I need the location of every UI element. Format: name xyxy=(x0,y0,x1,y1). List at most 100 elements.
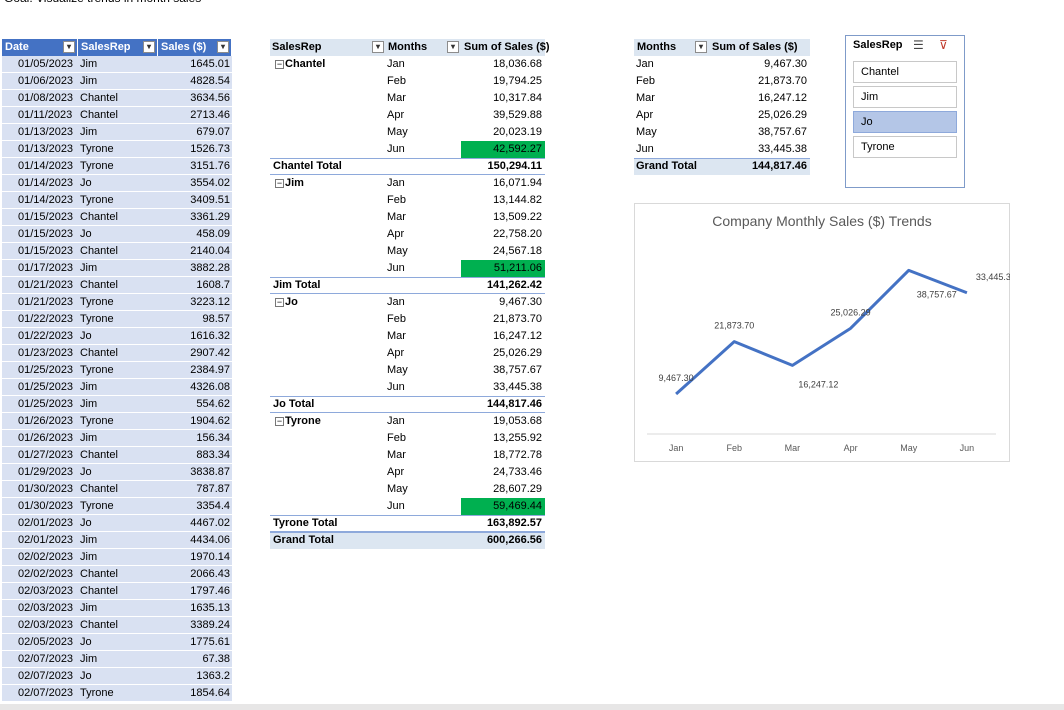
table-cell: 01/21/2023 xyxy=(18,279,74,291)
table-cell: 1970.14 xyxy=(190,551,230,563)
table-cell: 02/05/2023 xyxy=(18,636,74,648)
sales-cell: 39,529.88 xyxy=(493,109,542,121)
filter-button[interactable]: ▾ xyxy=(63,41,75,53)
slicer-item[interactable]: Jo xyxy=(853,111,957,133)
table-cell: Chantel xyxy=(80,568,118,580)
table-cell: Tyrone xyxy=(80,160,114,172)
table-cell: Chantel xyxy=(80,211,118,223)
group-total-border xyxy=(270,515,545,532)
grand-total-bg xyxy=(270,532,545,549)
table-cell: Tyrone xyxy=(80,313,114,325)
month-cell: Mar xyxy=(387,211,406,223)
table-cell: 1854.64 xyxy=(190,687,230,699)
month-cell: Feb xyxy=(387,432,406,444)
table-cell: 01/30/2023 xyxy=(18,483,74,495)
group-name: Jo xyxy=(285,296,298,308)
sales-cell: 16,247.12 xyxy=(758,92,807,104)
slicer-item[interactable]: Jim xyxy=(853,86,957,108)
multi-select-icon[interactable]: ☰ xyxy=(913,38,924,52)
table-row-bg xyxy=(2,243,232,260)
sales-cell: 21,873.70 xyxy=(493,313,542,325)
sales-cell: 42,592.27 xyxy=(461,141,545,158)
slicer-item[interactable]: Tyrone xyxy=(853,136,957,158)
table-row-bg xyxy=(2,56,232,73)
table-cell: 01/26/2023 xyxy=(18,415,74,427)
table-cell: 156.34 xyxy=(196,432,230,444)
table-cell: 01/22/2023 xyxy=(18,330,74,342)
filter-button[interactable]: ▾ xyxy=(695,41,707,53)
table-cell: 1363.2 xyxy=(196,670,230,682)
group-total-label: Jo Total xyxy=(273,398,315,410)
collapse-icon[interactable]: − xyxy=(275,178,284,188)
table-cell: 02/07/2023 xyxy=(18,687,74,699)
table-cell: 3409.51 xyxy=(190,194,230,206)
table-cell: 02/02/2023 xyxy=(18,568,74,580)
table-cell: 3882.28 xyxy=(190,262,230,274)
table-row-bg xyxy=(2,600,232,617)
table-cell: Jim xyxy=(80,534,98,546)
table-cell: Tyrone xyxy=(80,364,114,376)
table-cell: 679.07 xyxy=(196,126,230,138)
data-label: 16,247.12 xyxy=(798,379,838,389)
table-row-bg xyxy=(2,345,232,362)
month-cell: Apr xyxy=(636,109,654,121)
table-cell: 01/15/2023 xyxy=(18,228,74,240)
group-total-label: Chantel Total xyxy=(273,160,342,172)
data-label: 25,026.29 xyxy=(831,307,871,317)
grand-total: 600,266.56 xyxy=(486,534,542,546)
filter-button[interactable]: ▾ xyxy=(372,41,384,53)
table-cell: 01/26/2023 xyxy=(18,432,74,444)
month-cell: Mar xyxy=(387,449,406,461)
table-row-bg xyxy=(2,430,232,447)
month-cell: Feb xyxy=(387,75,406,87)
sales-cell: 9,467.30 xyxy=(764,58,807,70)
grand-total: 144,817.46 xyxy=(751,160,807,172)
sales-cell: 24,733.46 xyxy=(493,466,542,478)
sales-cell: 51,211.06 xyxy=(461,260,545,277)
sales-cell: 19,794.25 xyxy=(493,75,542,87)
table-cell: Jim xyxy=(80,381,98,393)
month-cell: May xyxy=(387,483,408,495)
table-cell: Chantel xyxy=(80,449,118,461)
table-row-bg xyxy=(2,668,232,685)
sales-cell: 25,026.29 xyxy=(493,347,542,359)
filter-button[interactable]: ▾ xyxy=(447,41,459,53)
collapse-icon[interactable]: − xyxy=(275,59,284,69)
table-cell: 2907.42 xyxy=(190,347,230,359)
table-cell: 01/15/2023 xyxy=(18,211,74,223)
grand-total-label: Grand Total xyxy=(273,534,334,546)
month-cell: Jun xyxy=(387,381,405,393)
table-cell: 01/11/2023 xyxy=(18,109,73,121)
sales-cell: 9,467.30 xyxy=(499,296,542,308)
table-cell: 4434.06 xyxy=(190,534,230,546)
table-cell: Jo xyxy=(80,466,92,478)
clear-filter-icon[interactable]: ⊽ xyxy=(939,38,948,52)
month-cell: Jan xyxy=(636,58,654,70)
month-cell: Jan xyxy=(387,415,405,427)
table-row-bg xyxy=(2,464,232,481)
table-cell: 01/23/2023 xyxy=(18,347,74,359)
table-cell: Jim xyxy=(80,602,98,614)
month-cell: Apr xyxy=(387,109,405,121)
table-cell: 1616.32 xyxy=(190,330,230,342)
table-row-bg xyxy=(2,413,232,430)
data-label: 38,757.67 xyxy=(917,289,957,299)
slicer-item[interactable]: Chantel xyxy=(853,61,957,83)
sales-cell: 10,317.84 xyxy=(493,92,542,104)
table-cell: 3838.87 xyxy=(190,466,230,478)
group-total: 141,262.42 xyxy=(486,279,542,291)
data-label: 21,873.70 xyxy=(714,321,754,331)
table-cell: Jim xyxy=(80,398,98,410)
filter-button[interactable]: ▾ xyxy=(143,41,155,53)
filter-button[interactable]: ▾ xyxy=(217,41,229,53)
table-cell: 3389.24 xyxy=(190,619,230,631)
collapse-icon[interactable]: − xyxy=(275,297,284,307)
table-cell: 01/13/2023 xyxy=(18,143,74,155)
table-cell: 3361.29 xyxy=(190,211,230,223)
table-cell: 1526.73 xyxy=(190,143,230,155)
slicer-title: SalesRep xyxy=(853,39,903,51)
table-cell: 01/15/2023 xyxy=(18,245,74,257)
sales-cell: 20,023.19 xyxy=(493,126,542,138)
collapse-icon[interactable]: − xyxy=(275,416,284,426)
table-row-bg xyxy=(2,294,232,311)
